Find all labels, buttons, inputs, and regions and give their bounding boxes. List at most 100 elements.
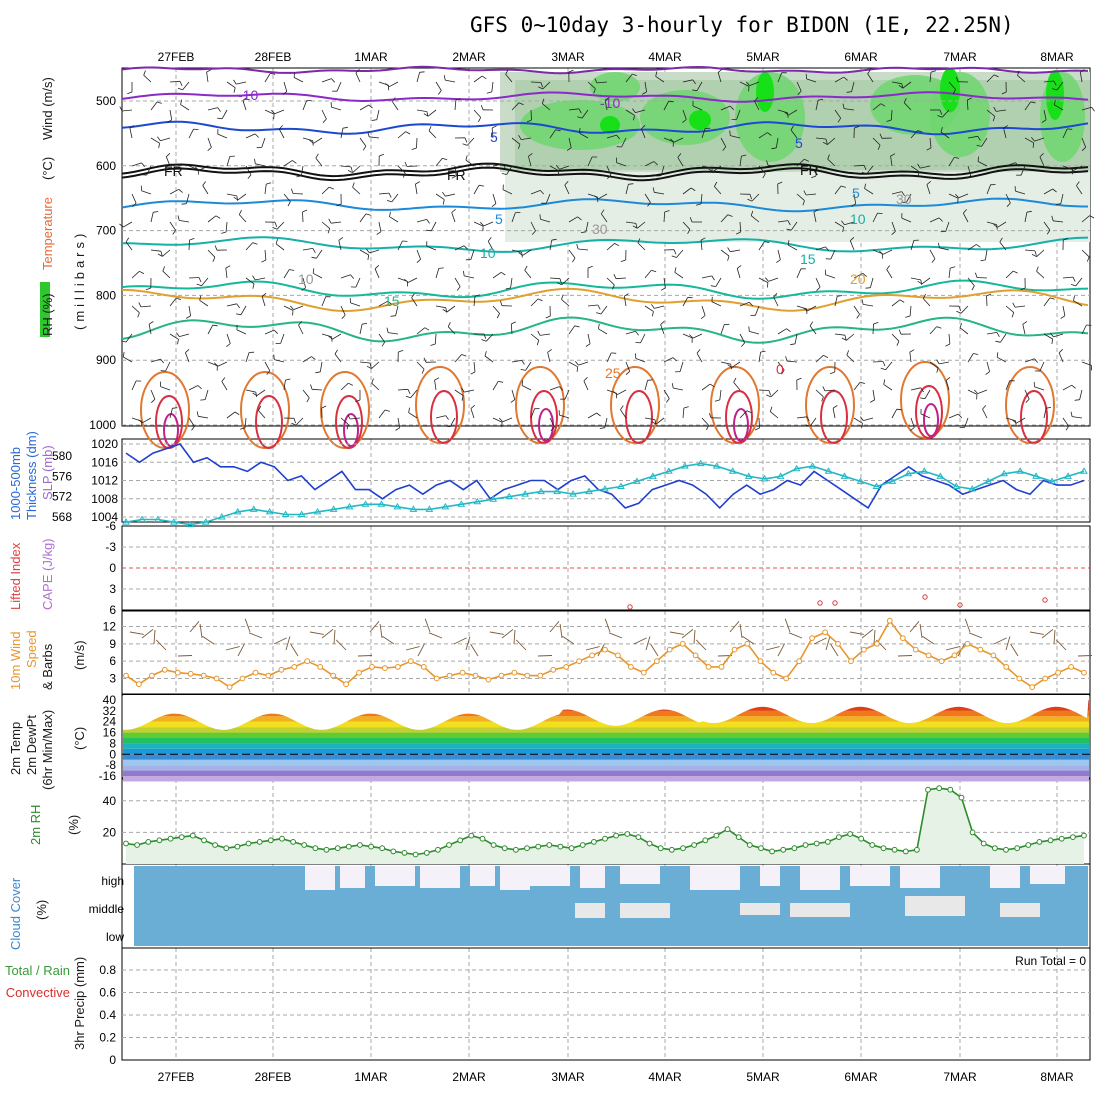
wind-barb	[689, 217, 693, 223]
wind-barb	[1024, 389, 1030, 400]
wind-barb	[1024, 101, 1032, 111]
wind-barb	[1079, 72, 1083, 83]
wind-barb	[451, 208, 456, 213]
wind-barb	[264, 329, 275, 335]
rh-high-shading	[640, 90, 730, 145]
wind-barb	[336, 81, 342, 92]
wind-barb	[986, 332, 997, 335]
rh-point	[746, 842, 753, 848]
wind-barb	[624, 293, 629, 297]
wind-barb	[576, 243, 579, 250]
wind-barb	[465, 155, 468, 161]
wind-barb	[485, 333, 494, 342]
wind-barb	[273, 354, 275, 360]
wind-barb	[510, 323, 513, 335]
temp-band	[123, 776, 1089, 782]
wind-speed-point	[524, 672, 531, 679]
wind-barb	[720, 361, 731, 365]
wind-barb	[350, 274, 355, 279]
wind-barb	[566, 147, 572, 151]
wind-barb	[656, 175, 662, 177]
wind-barb	[853, 305, 860, 315]
wind-barb	[564, 184, 570, 195]
wind-barb	[421, 368, 425, 374]
wind-barb	[131, 380, 137, 391]
wind-speed-point	[265, 672, 272, 679]
wind-barb	[447, 326, 456, 335]
wind-speed-point	[369, 664, 375, 670]
wind-barb	[813, 212, 817, 223]
wind-barb	[714, 181, 718, 187]
rh-point	[457, 837, 464, 844]
wind-10m-barb	[1010, 643, 1019, 657]
wind-barb	[613, 391, 618, 396]
wind-barb	[169, 221, 176, 231]
wind-barb	[313, 272, 323, 279]
wind-barb	[846, 333, 855, 341]
wind-barb	[1041, 119, 1047, 123]
wind-barb	[428, 126, 432, 131]
wind-barb	[145, 287, 151, 291]
wind-barb	[668, 100, 674, 103]
contour-label: -10	[600, 95, 620, 111]
wind-barb	[559, 165, 570, 170]
rh-point	[1014, 845, 1021, 852]
wind-barb	[796, 81, 802, 92]
thickness-point	[1048, 477, 1056, 484]
ytick-precip: 0	[109, 1053, 116, 1067]
wind-barb	[966, 99, 969, 111]
rh-point	[323, 846, 330, 853]
wind-barb	[683, 406, 689, 409]
wind-barb	[898, 85, 904, 89]
date-label-top: 5MAR	[746, 50, 780, 64]
warm-contour	[415, 366, 465, 444]
wind-barb	[954, 157, 960, 159]
wind-barb	[1005, 193, 1011, 204]
wind-barb	[901, 217, 912, 223]
wind-barb	[1071, 384, 1076, 389]
date-label-top: 4MAR	[648, 50, 682, 64]
wind-barb	[910, 277, 921, 281]
ytick-thickness: 576	[52, 469, 72, 483]
wind-speed-point	[757, 658, 764, 665]
wind-barb	[338, 237, 344, 241]
thickness-point	[393, 502, 402, 510]
rh-point	[345, 843, 352, 850]
wind-barb	[802, 200, 805, 206]
wind-barb	[585, 221, 589, 232]
temp-mask	[123, 695, 1089, 730]
wind-barb	[221, 231, 227, 234]
wind-barb	[1062, 384, 1072, 391]
ytick-temp: 0	[109, 747, 116, 761]
wind-barb	[511, 212, 516, 223]
wind-barb	[777, 328, 787, 335]
wind-barb	[974, 389, 978, 394]
temp-band	[123, 743, 1089, 749]
wind-barb	[710, 285, 716, 287]
wind-barb	[651, 304, 655, 309]
wind-barb	[996, 332, 1000, 337]
wind-barb	[999, 237, 1003, 243]
wind-barb	[131, 162, 142, 167]
wind-barb	[207, 147, 212, 151]
wind-barb	[199, 295, 202, 301]
wind-barb	[166, 153, 171, 157]
wind-barb	[511, 389, 516, 400]
wind-barb	[1089, 215, 1095, 219]
wind-barb	[381, 341, 386, 347]
ytick-thickness: 572	[52, 490, 72, 504]
wind-barb	[758, 132, 768, 139]
wind-barb	[470, 371, 476, 375]
wind-barb	[319, 361, 323, 372]
wind-barb	[679, 361, 684, 372]
rh-point	[836, 834, 842, 840]
wind-barb	[226, 81, 236, 89]
wind-barb	[461, 387, 465, 393]
date-label-top: 8MAR	[1040, 50, 1074, 64]
wind-barb	[481, 75, 487, 80]
wind-barb	[280, 333, 285, 344]
wind-speed-point	[291, 664, 298, 670]
wind-speed-point	[123, 672, 129, 679]
wind-barb	[784, 111, 789, 116]
wind-barb	[464, 389, 475, 393]
